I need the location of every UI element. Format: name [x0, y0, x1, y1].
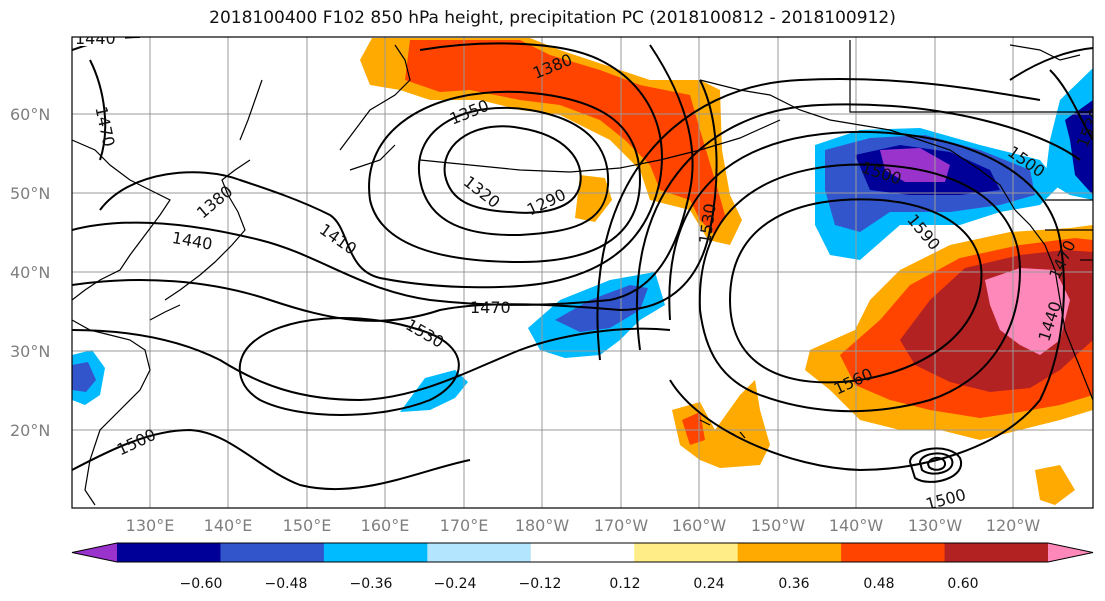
colorbar — [71, 542, 1094, 563]
map-panel: 1440 1470 1380 1350 1380 1440 1410 1320 … — [72, 29, 1093, 508]
colorbar-swatch — [841, 543, 946, 562]
lon-label: 180°W — [515, 516, 570, 535]
lat-label-50: 50°N — [10, 184, 50, 203]
lon-label: 140°W — [829, 516, 884, 535]
colorbar-tick-label: 0.36 — [778, 576, 809, 592]
lon-label: 150°E — [283, 516, 332, 535]
colorbar-swatch — [634, 543, 739, 562]
lon-label: 160°W — [672, 516, 727, 535]
lat-label-30: 30°N — [10, 342, 50, 361]
lon-label: 150°W — [751, 516, 806, 535]
colorbar-tick-label: 0.12 — [609, 576, 640, 592]
colorbar-swatch — [737, 543, 842, 562]
lon-label: 130°E — [126, 516, 175, 535]
colorbar-outline — [71, 542, 1094, 563]
map-title: 2018100400 F102 850 hPa height, precipit… — [209, 8, 896, 28]
colorbar-tick-label: 0.60 — [947, 576, 978, 592]
longitude-labels: 130°E 140°E 150°E 160°E 170°E 180°W 170°… — [126, 516, 1041, 535]
colorbar-swatch — [944, 543, 1049, 562]
coastlines — [72, 40, 1093, 506]
precip-shading — [72, 38, 1093, 505]
colorbar-swatch — [220, 543, 325, 562]
colorbar-extend-high — [1048, 543, 1093, 562]
colorbar-tick-label: −0.48 — [265, 576, 308, 592]
colorbar-tick-label: −0.60 — [180, 576, 223, 592]
colorbar-tick-label: −0.36 — [350, 576, 393, 592]
graticule — [72, 37, 1093, 508]
map-frame — [71, 36, 1094, 509]
colorbar-swatch — [427, 543, 532, 562]
contour-label: 1470 — [470, 298, 511, 317]
lat-label-40: 40°N — [10, 263, 50, 282]
colorbar-ticks: −0.60 −0.48 −0.36 −0.24 −0.12 0.12 0.24 … — [180, 576, 979, 592]
lon-label: 120°W — [986, 516, 1041, 535]
colorbar-swatch — [323, 543, 428, 562]
colorbar-swatch — [530, 543, 635, 562]
colorbar-swatch — [117, 543, 221, 562]
colorbar-tick-label: 0.48 — [863, 576, 894, 592]
lon-label: 130°W — [908, 516, 963, 535]
lat-label-60: 60°N — [10, 105, 50, 124]
lon-label: 140°E — [204, 516, 253, 535]
lon-label: 160°E — [361, 516, 410, 535]
colorbar-tick-label: −0.12 — [519, 576, 562, 592]
colorbar-tick-label: 0.24 — [693, 576, 724, 592]
latitude-labels: 20°N 30°N 40°N 50°N 60°N — [10, 105, 50, 440]
colorbar-tick-label: −0.24 — [434, 576, 477, 592]
height-contours — [72, 37, 1093, 491]
colorbar-extend-low — [72, 543, 117, 562]
lon-label: 170°W — [594, 516, 649, 535]
lon-label: 170°E — [440, 516, 489, 535]
contour-label: 1440 — [75, 29, 116, 48]
lat-label-20: 20°N — [10, 421, 50, 440]
